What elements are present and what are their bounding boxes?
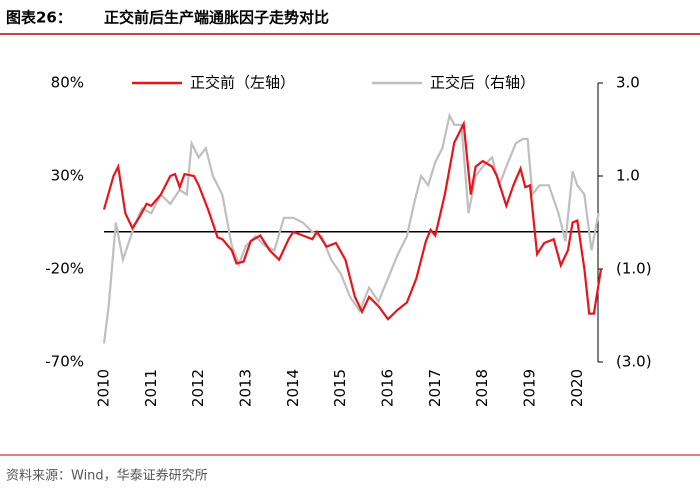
figure-label: 图表26： — [6, 9, 72, 27]
legend-label: 正交前（左轴） — [190, 74, 295, 92]
x-tick-label: 2019 — [521, 369, 539, 407]
y2-tick-label: 1.0 — [616, 167, 640, 185]
x-tick-label: 2018 — [473, 369, 491, 407]
x-tick-label: 2017 — [426, 369, 444, 407]
x-tick-label: 2010 — [95, 369, 113, 407]
y-tick-label: -20% — [45, 260, 84, 278]
y-tick-label: 80% — [51, 74, 84, 92]
x-tick-label: 2015 — [331, 369, 349, 407]
x-tick-label: 2014 — [284, 369, 302, 407]
x-tick-label: 2011 — [142, 369, 160, 407]
chart-title: 正交前后生产端通胀因子走势对比 — [104, 9, 329, 27]
y-tick-label: -70% — [45, 353, 84, 371]
source: 资料来源：Wind，华泰证券研究所 — [6, 468, 208, 484]
series-line — [102, 112, 600, 344]
y2-tick-label: 3.0 — [616, 74, 640, 92]
y2-tick-label: (1.0) — [616, 260, 652, 278]
series-line — [102, 120, 603, 321]
legend-label: 正交后（右轴） — [430, 74, 535, 92]
x-tick-label: 2012 — [189, 369, 207, 407]
x-tick-label: 2016 — [379, 369, 397, 407]
y-tick-label: 30% — [51, 167, 84, 185]
x-tick-label: 2020 — [568, 369, 586, 407]
x-tick-label: 2013 — [237, 369, 255, 407]
y2-tick-label: (3.0) — [616, 353, 652, 371]
